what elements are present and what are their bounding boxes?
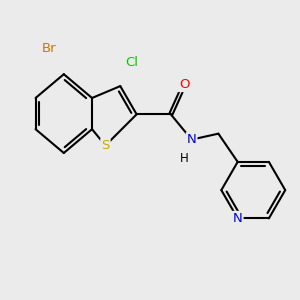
Text: S: S bbox=[101, 139, 110, 152]
Text: N: N bbox=[187, 133, 196, 146]
Text: O: O bbox=[179, 78, 189, 91]
Text: Br: Br bbox=[42, 42, 56, 56]
Text: H: H bbox=[180, 152, 189, 165]
Text: Cl: Cl bbox=[126, 56, 139, 69]
Text: N: N bbox=[233, 212, 243, 225]
